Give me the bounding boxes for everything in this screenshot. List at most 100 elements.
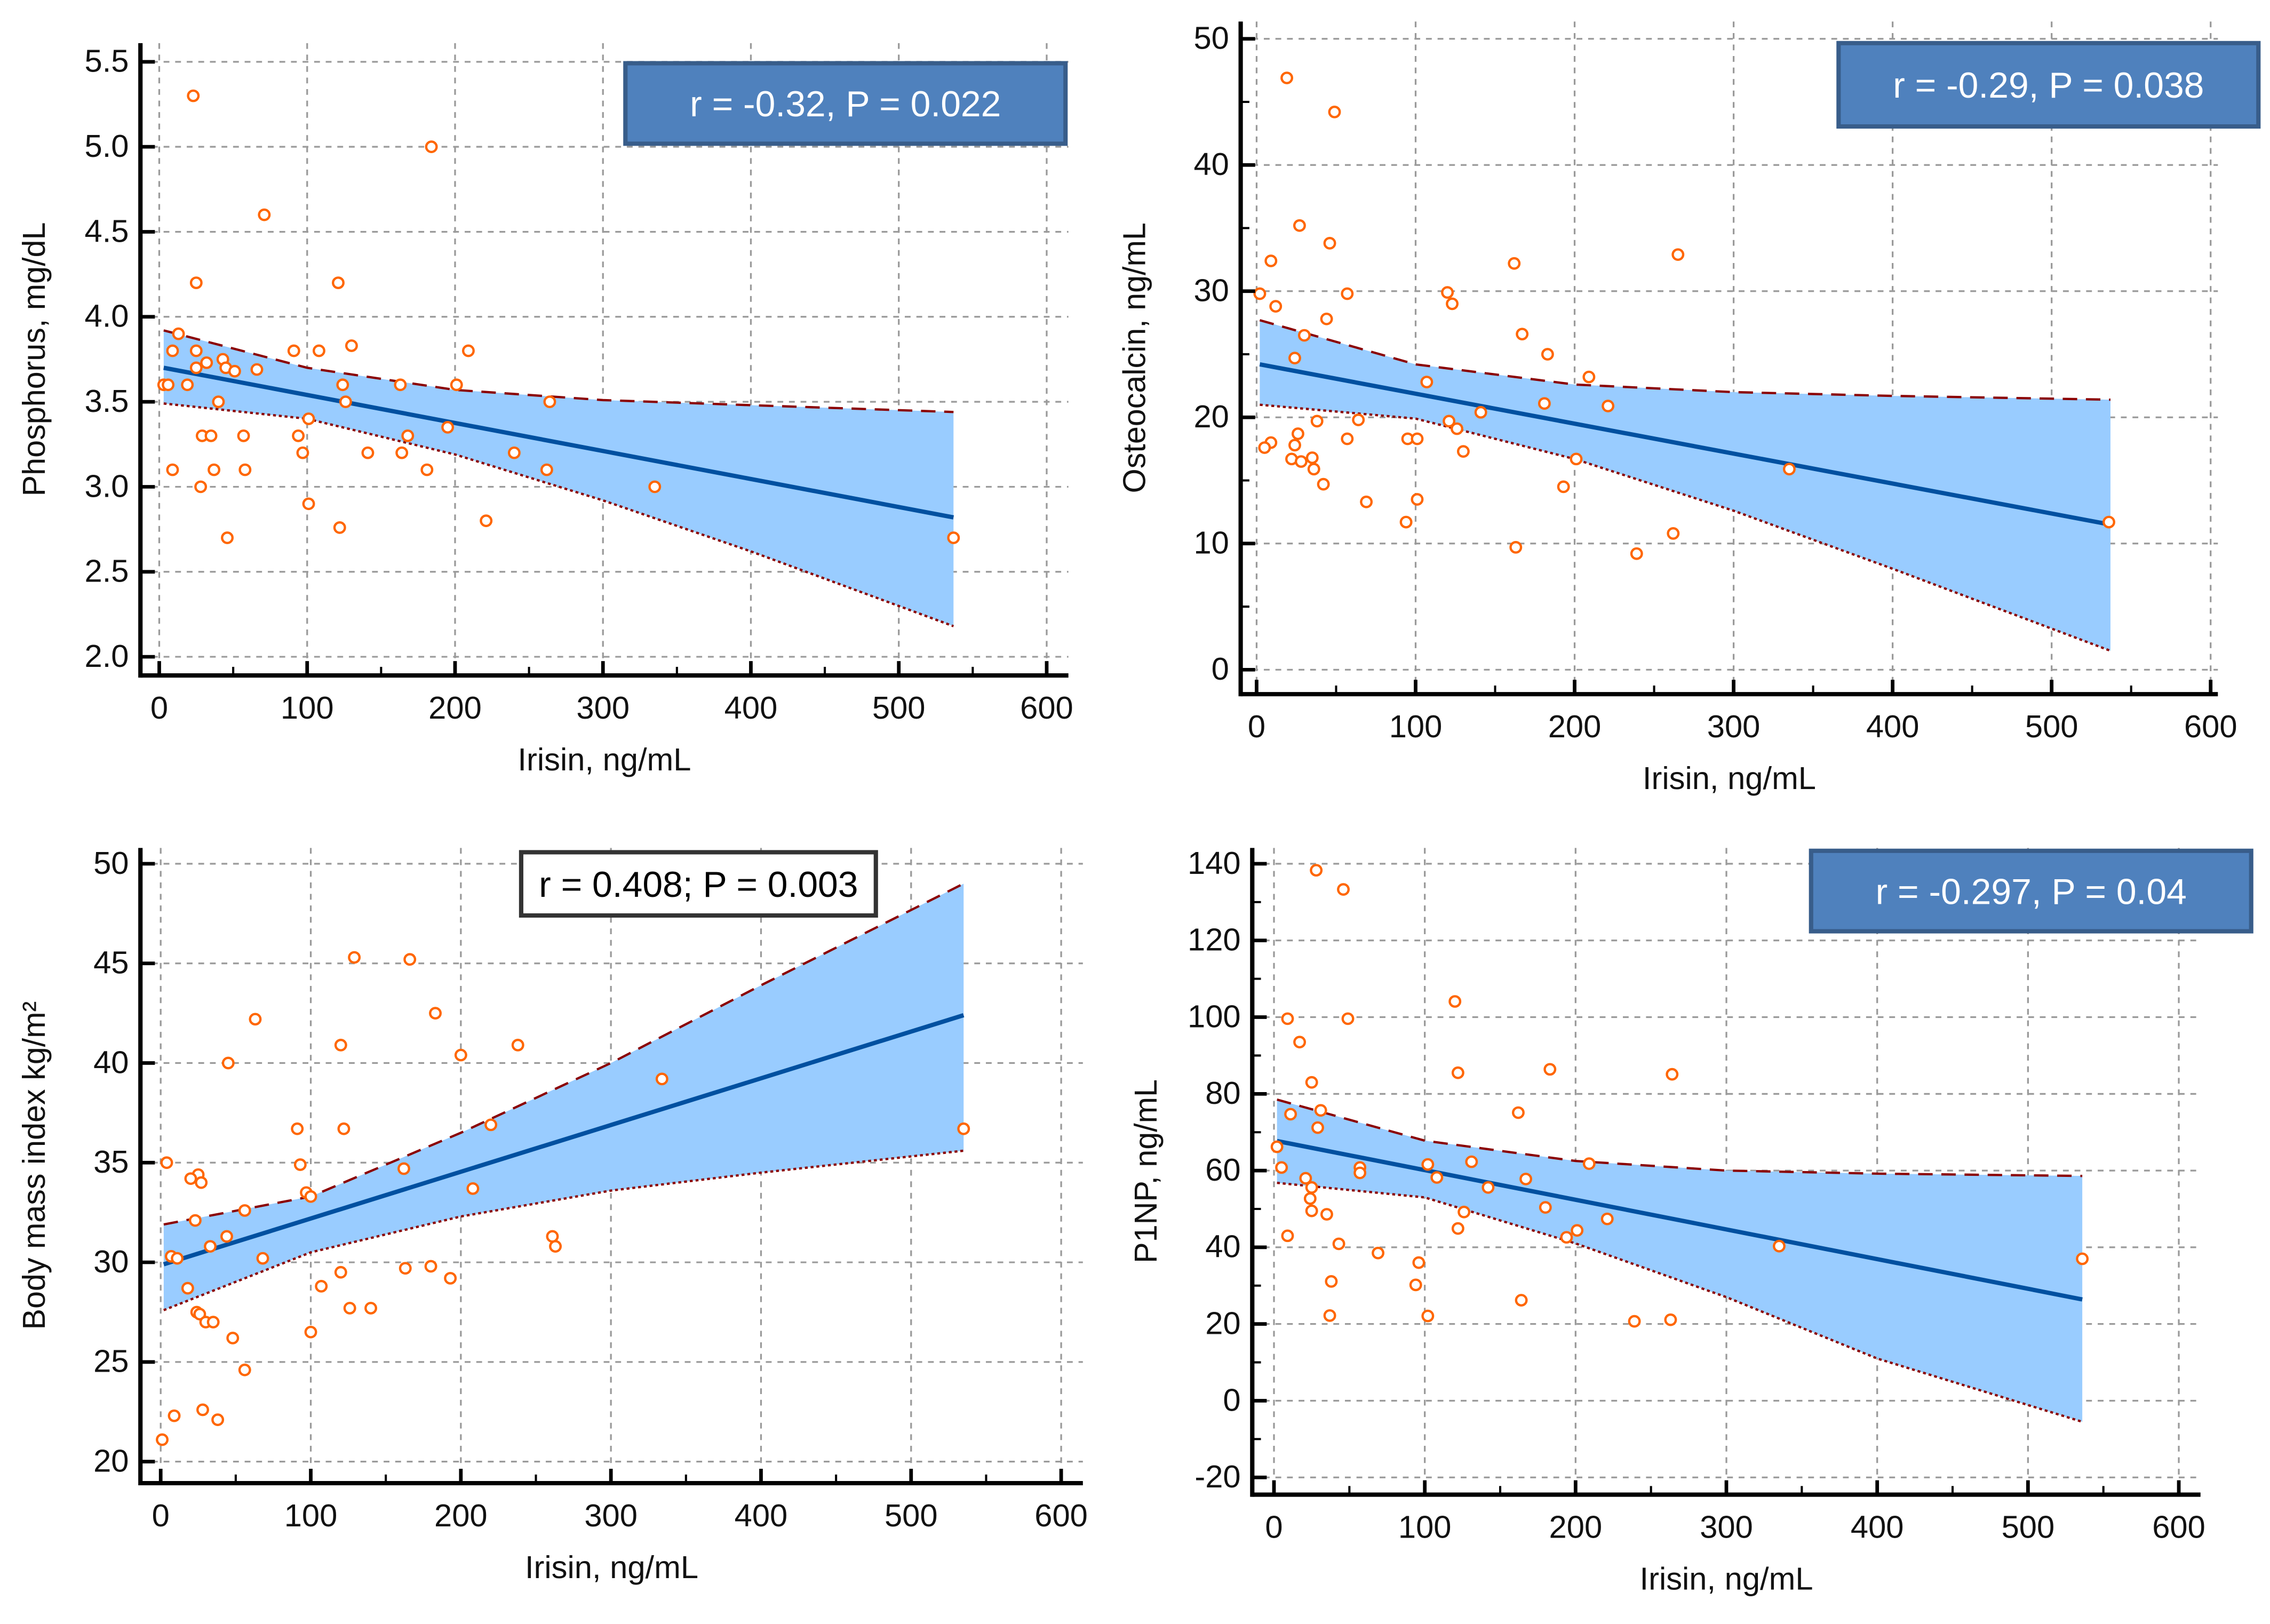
data-point xyxy=(1307,463,1320,476)
data-point xyxy=(397,1162,410,1175)
y-tick-label: 2.5 xyxy=(85,553,129,589)
y-tick-label: 30 xyxy=(93,1244,129,1279)
y-tick-label: 40 xyxy=(1205,1229,1240,1264)
data-point xyxy=(546,1230,559,1243)
confidence-band xyxy=(163,883,964,1310)
y-tick-label: 60 xyxy=(1205,1152,1240,1188)
ci-upper-line xyxy=(163,882,965,1226)
scatter-panel-2: 0 100 200 300 400 500 600 0 10 20 30 40 50 Irisin, ng… xyxy=(1116,20,2261,796)
x-tick-label: 300 xyxy=(1700,1509,1753,1545)
data-point xyxy=(221,1056,235,1070)
data-point xyxy=(1773,1239,1786,1253)
data-point xyxy=(226,1332,240,1344)
data-point xyxy=(302,412,315,425)
stat-box-background xyxy=(623,61,1068,146)
data-point xyxy=(250,363,264,376)
data-point xyxy=(420,463,434,476)
data-point xyxy=(1320,312,1333,325)
data-point xyxy=(1314,1104,1327,1117)
confidence-band xyxy=(1277,1100,2083,1422)
data-point xyxy=(441,421,455,434)
x-tick-label: 400 xyxy=(735,1498,788,1533)
data-point xyxy=(337,1122,351,1135)
data-point xyxy=(184,1172,197,1185)
data-point xyxy=(1294,455,1308,468)
ci-upper-line xyxy=(1277,1098,2083,1177)
regression-line xyxy=(1259,362,2111,527)
data-point xyxy=(291,1122,304,1135)
y-tick-label: 2.0 xyxy=(85,638,129,674)
data-point xyxy=(1543,1063,1557,1076)
data-point xyxy=(1310,415,1324,428)
ci-upper-line xyxy=(1259,319,2111,401)
data-point xyxy=(484,1118,498,1132)
data-point xyxy=(1571,1224,1584,1237)
y-tick-label: 35 xyxy=(93,1144,129,1180)
data-point xyxy=(336,378,349,392)
data-point xyxy=(296,446,309,459)
data-point xyxy=(1451,1066,1464,1079)
data-point xyxy=(1482,1181,1495,1194)
data-point xyxy=(399,1262,412,1275)
data-point xyxy=(249,1013,262,1026)
data-point xyxy=(1409,1278,1422,1292)
data-point xyxy=(333,521,346,534)
y-tick-label: 5.5 xyxy=(85,43,129,79)
data-point xyxy=(540,463,553,476)
data-point xyxy=(1560,1231,1573,1244)
data-point xyxy=(156,1433,169,1446)
data-point xyxy=(166,463,179,476)
data-point xyxy=(1541,348,1554,361)
y-axis-label: P1NP, ng/mL xyxy=(1128,1079,1164,1263)
data-point xyxy=(312,344,325,357)
x-tick-label: 0 xyxy=(150,690,168,726)
scatter-panel-1: 0 100 200 300 400 500 600 2.0 2.5 3.0 3.5 4.0 4.5 5.0… xyxy=(16,43,1073,777)
data-point xyxy=(444,1272,457,1285)
data-point xyxy=(1448,995,1462,1008)
regression-line xyxy=(1276,1139,2083,1302)
data-point xyxy=(1671,248,1685,261)
data-point xyxy=(1253,287,1267,300)
data-point xyxy=(204,429,218,442)
data-point xyxy=(1299,1172,1312,1185)
data-point xyxy=(394,378,407,392)
data-point xyxy=(1372,1246,1384,1260)
data-point xyxy=(292,429,305,442)
data-point xyxy=(1411,493,1424,506)
data-point xyxy=(1293,1036,1307,1049)
data-point xyxy=(403,953,417,966)
data-point xyxy=(1281,1229,1294,1243)
y-tick-label: 40 xyxy=(93,1045,129,1080)
data-point xyxy=(160,1156,173,1169)
data-point xyxy=(1337,883,1350,896)
data-point xyxy=(334,1039,347,1052)
data-point xyxy=(189,276,203,289)
stat-text: r = -0.29, P = 0.038 xyxy=(1893,66,2204,106)
x-tick-label: 200 xyxy=(1548,708,1602,744)
data-point xyxy=(1284,1108,1297,1121)
data-point xyxy=(208,463,221,476)
data-point xyxy=(1509,541,1523,554)
x-tick-label: 300 xyxy=(1707,708,1761,744)
data-point xyxy=(1664,1313,1677,1326)
data-point xyxy=(364,1302,377,1315)
ci-lower-line xyxy=(163,402,954,627)
y-tick-label: 20 xyxy=(1205,1305,1240,1341)
data-point xyxy=(332,276,345,289)
y-tick-label: 50 xyxy=(93,845,129,881)
x-tick-label: 100 xyxy=(1389,708,1443,744)
data-point xyxy=(343,1302,356,1315)
data-point xyxy=(454,1048,467,1062)
data-point xyxy=(345,339,358,352)
data-point xyxy=(2076,1252,2089,1265)
data-point xyxy=(339,395,352,408)
data-point xyxy=(181,378,194,392)
x-tick-label: 400 xyxy=(1851,1509,1904,1545)
data-point xyxy=(1341,1012,1355,1025)
data-point xyxy=(162,378,175,392)
data-point xyxy=(1305,1204,1318,1217)
y-tick-label: 0 xyxy=(1212,651,1229,687)
data-point xyxy=(221,531,234,544)
data-point xyxy=(450,378,463,392)
data-point xyxy=(348,951,361,964)
